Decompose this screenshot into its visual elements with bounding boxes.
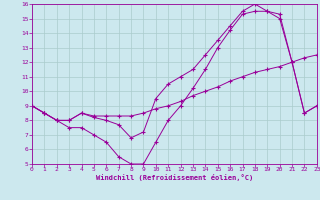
X-axis label: Windchill (Refroidissement éolien,°C): Windchill (Refroidissement éolien,°C) <box>96 174 253 181</box>
